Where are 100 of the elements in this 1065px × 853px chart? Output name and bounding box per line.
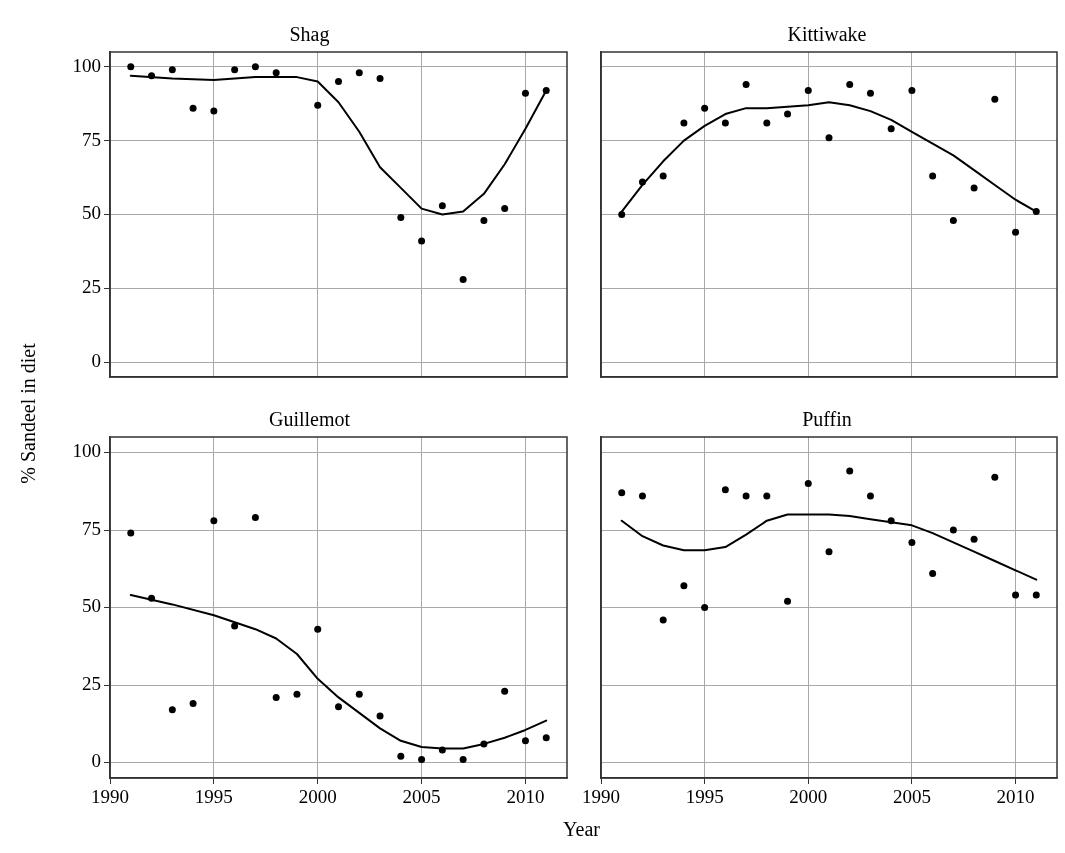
point: [804, 480, 812, 487]
point: [355, 69, 363, 77]
y-tick-label: 25: [82, 276, 101, 298]
point: [542, 734, 550, 742]
point: [991, 95, 999, 103]
x-tick-label: 2005: [402, 786, 441, 808]
chart-title: Guillemot: [268, 408, 351, 431]
point: [680, 119, 688, 127]
point: [418, 755, 426, 763]
point: [846, 81, 854, 88]
chart-title: Shag: [289, 23, 330, 47]
point: [251, 63, 259, 71]
point: [1012, 228, 1020, 236]
point: [887, 125, 895, 133]
point: [970, 184, 978, 192]
y-tick-label: 50: [82, 595, 101, 617]
y-tick-label: 25: [82, 672, 101, 694]
x-tick-label: 1990: [91, 786, 129, 808]
point: [542, 86, 550, 94]
point: [355, 690, 363, 698]
y-tick-label: 0: [91, 750, 101, 772]
x-tick-label: 1995: [194, 786, 233, 808]
point: [825, 548, 833, 556]
point: [680, 582, 688, 590]
point: [763, 119, 771, 127]
point: [210, 107, 218, 115]
point: [618, 211, 626, 218]
point: [991, 473, 999, 481]
y-tick-label: 0: [91, 350, 101, 372]
x-tick-label: 2000: [298, 786, 337, 808]
point: [148, 594, 156, 602]
x-axis-title: Year: [563, 818, 600, 840]
point: [397, 213, 405, 221]
point: [784, 110, 792, 118]
y-tick-label: 75: [82, 128, 101, 150]
point: [846, 467, 854, 475]
point: [908, 86, 916, 94]
x-tick-label: 1990: [582, 786, 620, 808]
point: [376, 712, 384, 720]
point: [1032, 591, 1040, 599]
point: [929, 172, 937, 180]
point: [659, 616, 667, 624]
chart-title: Kittiwake: [787, 23, 867, 46]
point: [459, 276, 467, 283]
point: [521, 737, 529, 745]
point: [763, 492, 771, 500]
point: [335, 703, 342, 711]
x-tick-label: 2000: [789, 786, 828, 808]
point: [210, 517, 218, 525]
point: [272, 693, 280, 701]
point: [438, 202, 446, 210]
x-tick-label: 2010: [996, 786, 1035, 808]
point: [784, 597, 792, 605]
point: [701, 604, 709, 611]
y-tick-label: 100: [72, 54, 101, 76]
point: [866, 89, 874, 97]
point: [825, 134, 833, 142]
x-tick-label: 2005: [892, 786, 931, 808]
point: [127, 529, 135, 537]
y-axis-title: % Sandeel in diet: [16, 342, 40, 484]
point: [618, 489, 626, 497]
y-tick-label: 100: [72, 440, 101, 462]
point: [501, 205, 509, 213]
point: [148, 72, 156, 80]
point: [949, 216, 957, 224]
point: [376, 75, 384, 83]
point: [1012, 591, 1020, 599]
point: [638, 492, 646, 500]
point: [189, 104, 197, 112]
point: [189, 700, 197, 708]
y-tick-label: 50: [82, 202, 101, 224]
point: [272, 69, 280, 77]
point: [804, 86, 812, 94]
chart-title: Puffin: [802, 408, 852, 431]
point: [929, 569, 937, 577]
point: [638, 178, 646, 186]
point: [887, 517, 895, 525]
x-tick-label: 1995: [685, 786, 724, 808]
point: [742, 492, 750, 500]
point: [866, 492, 874, 500]
point: [127, 63, 135, 71]
y-tick-label: 75: [82, 517, 101, 539]
point: [742, 81, 750, 88]
point: [314, 101, 322, 109]
point: [970, 535, 978, 543]
point: [231, 66, 239, 74]
point: [521, 89, 529, 97]
point: [721, 486, 729, 494]
point: [659, 172, 667, 180]
point: [501, 687, 509, 695]
point: [480, 216, 488, 224]
point: [251, 514, 259, 522]
point: [949, 526, 957, 534]
point: [168, 66, 176, 74]
point: [459, 755, 467, 763]
point: [231, 622, 239, 630]
point: [335, 78, 342, 86]
point: [721, 119, 729, 127]
point: [168, 706, 176, 714]
point: [293, 690, 301, 698]
